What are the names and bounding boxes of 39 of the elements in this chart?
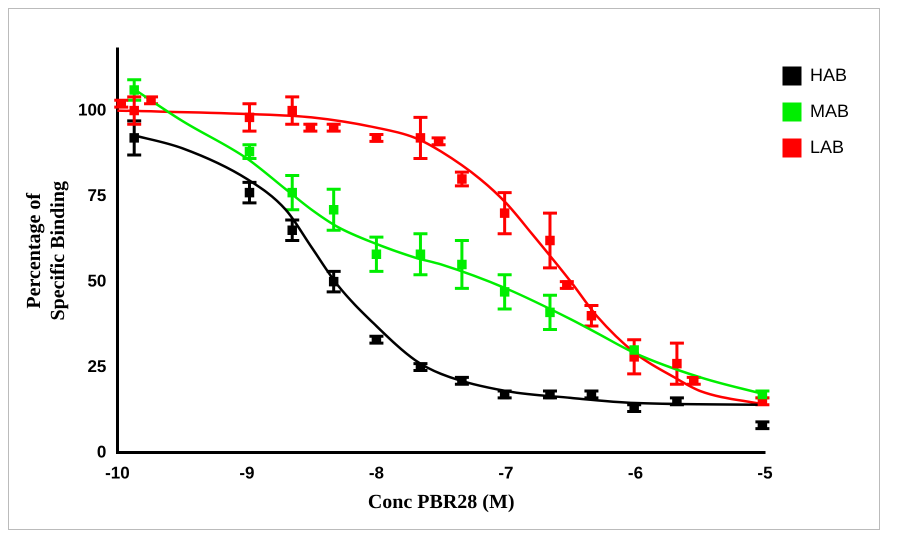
y-tick-label: 25 <box>87 356 106 376</box>
y-tick-label: 75 <box>87 186 106 205</box>
point <box>545 308 555 318</box>
point <box>545 236 555 246</box>
point <box>244 188 254 198</box>
y-tick-label: 50 <box>87 271 106 290</box>
x-tick-label: -8 <box>368 463 384 482</box>
point <box>244 112 254 122</box>
point <box>372 249 382 259</box>
point <box>457 260 467 270</box>
point <box>129 106 139 116</box>
x-tick-label: -5 <box>757 463 773 482</box>
point <box>287 106 297 116</box>
point <box>416 133 426 143</box>
y-tick-label: 0 <box>96 442 106 462</box>
point <box>500 287 510 297</box>
point <box>287 226 297 236</box>
point <box>586 311 596 321</box>
y-tick-label: 100 <box>78 100 106 120</box>
x-tick-label: -10 <box>105 463 130 482</box>
x-axis-title: Conc PBR28 (M) <box>368 491 514 514</box>
point <box>328 205 338 214</box>
point <box>129 133 139 143</box>
x-tick-label: -6 <box>628 463 644 482</box>
point <box>672 358 682 368</box>
point <box>629 345 639 355</box>
y-axis-title: Percentage of Specific Binding <box>23 181 70 321</box>
point <box>500 208 510 218</box>
legend-label: HAB <box>810 64 848 85</box>
point <box>129 85 139 95</box>
point <box>146 96 156 106</box>
legend-label: MAB <box>810 100 850 121</box>
x-tick-label: -9 <box>239 463 254 482</box>
point <box>328 276 338 286</box>
legend-label: LAB <box>810 136 844 157</box>
x-tick-label: -7 <box>498 463 514 482</box>
point <box>416 249 426 259</box>
point <box>562 280 572 290</box>
point <box>287 188 297 198</box>
